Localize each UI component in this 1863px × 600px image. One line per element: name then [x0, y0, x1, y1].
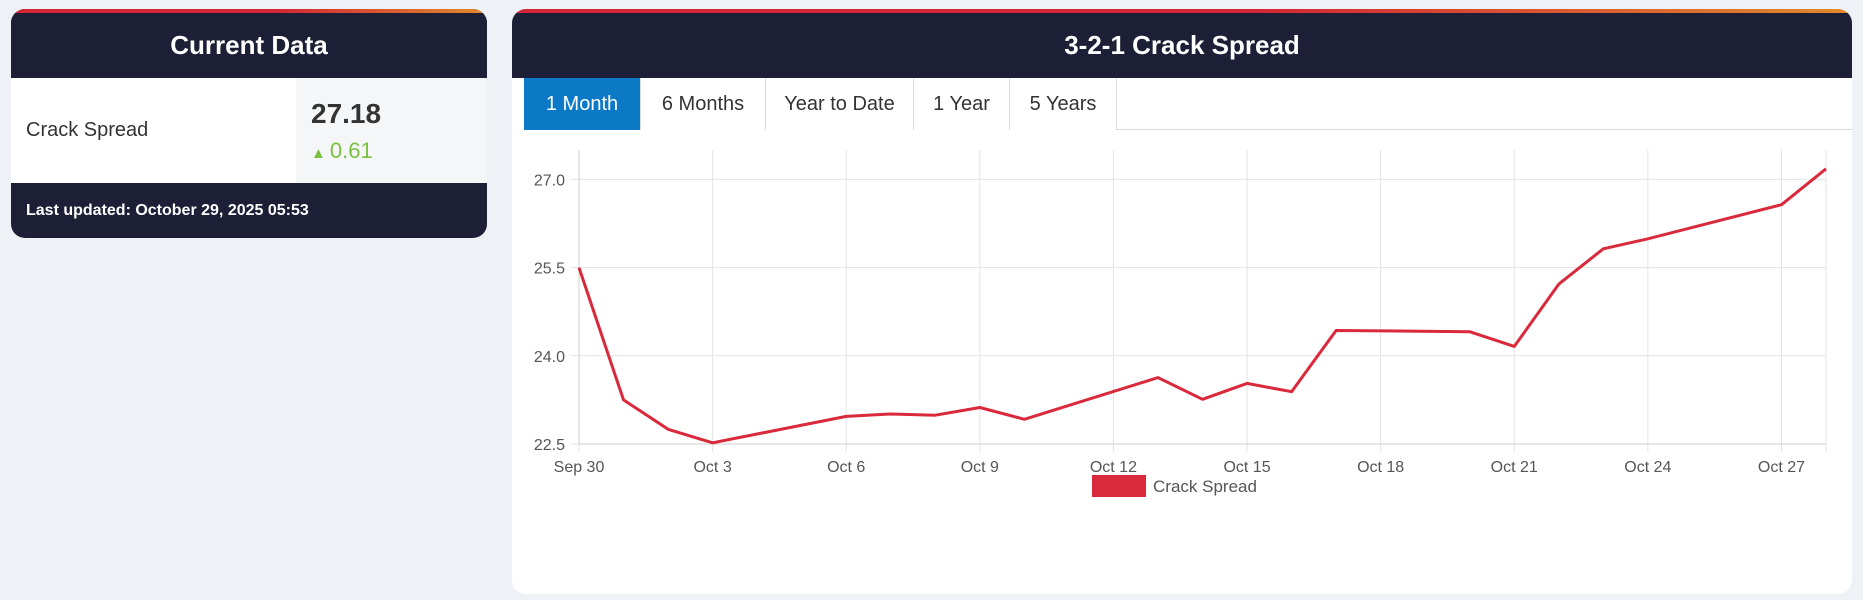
tab-5-years[interactable]: 5 Years	[1010, 78, 1117, 130]
y-tick-label: 22.5	[534, 437, 565, 454]
tab-1-year[interactable]: 1 Year	[914, 78, 1010, 130]
up-arrow-icon: ▲	[311, 145, 326, 162]
x-tick-label: Oct 15	[1223, 459, 1270, 476]
crack-spread-value: 27.18	[311, 98, 382, 129]
x-tick-label: Sep 30	[554, 459, 605, 476]
x-tick-label: Oct 24	[1624, 459, 1671, 476]
chart-title: 3-2-1 Crack Spread	[512, 13, 1852, 78]
accent-bar	[11, 9, 487, 13]
y-tick-label: 25.5	[534, 261, 565, 278]
accent-bar	[512, 9, 1852, 13]
crack-spread-change: ▲ 0.61	[311, 138, 472, 164]
range-tabs: 1 Month 6 Months Year to Date 1 Year 5 Y…	[524, 78, 1852, 130]
current-data-title: Current Data	[11, 13, 487, 78]
last-updated: Last updated: October 29, 2025 05:53	[26, 201, 309, 219]
data-row: Crack Spread 27.18 ▲ 0.61	[11, 78, 487, 183]
chart-card: 3-2-1 Crack Spread 1 Month 6 Months Year…	[512, 9, 1852, 594]
crack-spread-label: Crack Spread	[26, 119, 149, 141]
legend-label: Crack Spread	[1153, 477, 1257, 496]
tab-6-months[interactable]: 6 Months	[641, 78, 766, 130]
y-tick-label: 24.0	[534, 349, 565, 366]
tab-1-month[interactable]: 1 Month	[524, 78, 641, 130]
series-line-crack-spread	[577, 167, 1827, 445]
x-tick-label: Oct 12	[1090, 459, 1137, 476]
x-tick-label: Oct 18	[1357, 459, 1404, 476]
change-value: 0.61	[329, 138, 373, 163]
legend-swatch	[1092, 475, 1146, 497]
x-tick-label: Oct 3	[693, 459, 731, 476]
x-tick-label: Oct 9	[961, 459, 999, 476]
chart-area: 22.5 24.0 25.5 27.0 Sep 30 Oct 3 Oct 6 Oct 9 Oct…	[512, 130, 1852, 594]
line-chart: 22.5 24.0 25.5 27.0 Sep 30 Oct 3 Oct 6 Oct 9 Oct…	[534, 150, 1827, 497]
x-tick-label: Oct 21	[1491, 459, 1538, 476]
y-tick-label: 27.0	[534, 172, 565, 189]
x-tick-label: Oct 6	[827, 459, 865, 476]
tab-year-to-date[interactable]: Year to Date	[766, 78, 914, 130]
current-data-card: Current Data Crack Spread 27.18 ▲ 0.61 La…	[11, 9, 487, 238]
data-values: 27.18 ▲ 0.61	[296, 78, 487, 183]
x-tick-label: Oct 27	[1758, 459, 1805, 476]
